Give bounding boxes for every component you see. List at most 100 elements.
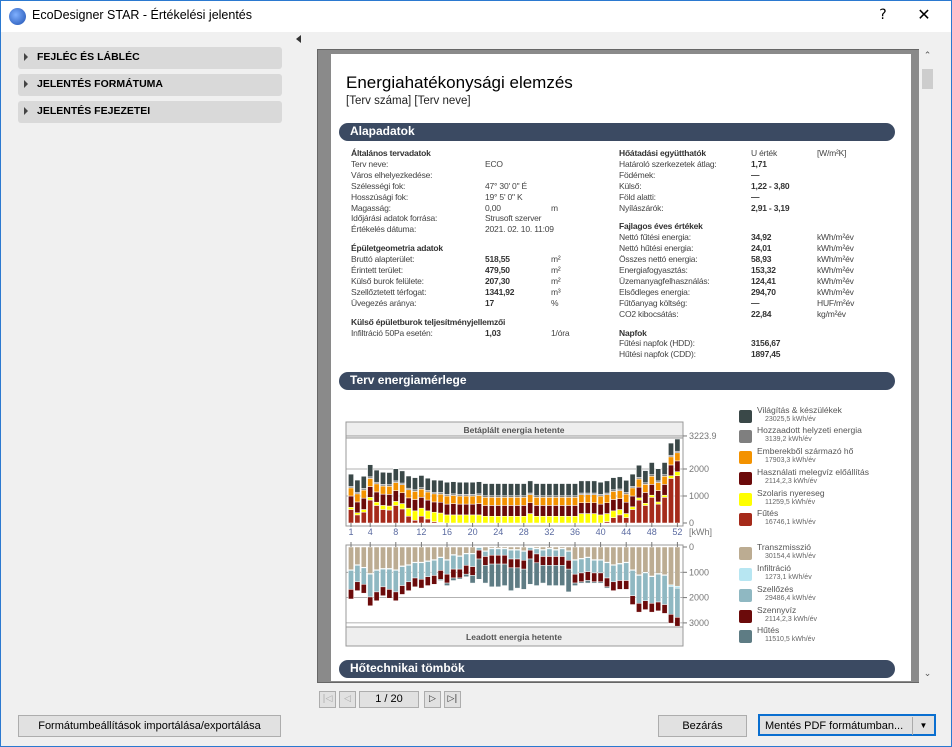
bar-segment xyxy=(437,579,444,581)
bar-segment xyxy=(488,548,495,556)
row-label: Fűtési napfok (HDD): xyxy=(619,338,695,349)
x-tick-label: 1 xyxy=(348,527,353,537)
bar-segment xyxy=(527,549,534,560)
bar-segment xyxy=(533,553,540,564)
accordion-header-footer[interactable]: FEJLÉC ÉS LÁBLÉC xyxy=(18,47,282,69)
page-indicator[interactable]: 1 / 20 xyxy=(359,691,419,708)
bar-segment xyxy=(431,479,438,493)
prev-page-button[interactable]: ◁ xyxy=(339,691,356,708)
y-tick-label: 0 xyxy=(689,542,694,552)
bar-segment xyxy=(367,573,374,598)
bar-segment xyxy=(527,502,534,514)
bar-segment xyxy=(450,554,457,570)
next-page-button[interactable]: ▷ xyxy=(424,691,441,708)
bar-segment xyxy=(533,497,540,506)
close-window-button[interactable]: ✕ xyxy=(917,5,931,24)
bar-segment xyxy=(360,476,367,489)
bar-segment xyxy=(655,573,662,603)
row-label: Üzemanyagfelhasználás: xyxy=(619,275,710,286)
first-page-button[interactable]: |◁ xyxy=(319,691,336,708)
column-heading: U érték xyxy=(751,148,777,158)
row-value: — xyxy=(751,191,760,202)
group-heading: Fajlagos éves értékek xyxy=(619,221,703,232)
bar-segment xyxy=(629,546,636,571)
bar-segment xyxy=(501,548,508,556)
bar-segment xyxy=(610,546,617,565)
bar-segment xyxy=(399,566,406,586)
bar-segment xyxy=(591,494,598,504)
bar-segment xyxy=(520,568,527,590)
row-value: — xyxy=(751,169,760,180)
bar-segment xyxy=(565,497,572,506)
bar-segment xyxy=(412,562,418,579)
bar-segment xyxy=(597,514,604,524)
y-tick-label: 3000 xyxy=(689,618,709,628)
bar-segment xyxy=(450,481,457,495)
bar-segment xyxy=(642,484,649,493)
bar-segment xyxy=(674,617,681,627)
bar-segment xyxy=(584,580,591,584)
bar-segment xyxy=(616,490,623,499)
bar-segment xyxy=(373,491,380,503)
scrollbar-thumb[interactable] xyxy=(922,69,933,89)
accordion-label: JELENTÉS FEJEZETEI xyxy=(37,105,151,117)
bar-segment xyxy=(604,480,610,494)
row-unit: m² xyxy=(551,275,561,286)
bar-segment xyxy=(648,476,655,485)
bar-segment xyxy=(424,499,431,512)
legend-swatch xyxy=(739,547,752,560)
bar-segment xyxy=(373,483,380,493)
row-value: 19° 5' 0" K xyxy=(485,191,523,202)
x-tick-label: 12 xyxy=(416,527,426,537)
row-unit: 1/óra xyxy=(551,327,570,338)
bar-segment xyxy=(610,510,617,518)
help-button[interactable]: ? xyxy=(879,7,887,23)
dropdown-arrow-icon[interactable]: ▼ xyxy=(912,717,934,735)
row-label: Üvegezés aránya: xyxy=(351,297,417,308)
bar-segment xyxy=(463,553,470,566)
import-export-button[interactable]: Formátumbeállítások importálása/exportál… xyxy=(18,715,281,737)
expand-icon xyxy=(24,80,28,88)
legend-swatch xyxy=(739,430,752,443)
bar-segment xyxy=(463,495,470,505)
bar-segment xyxy=(501,505,508,517)
bar-segment xyxy=(597,546,604,560)
bar-segment xyxy=(386,486,393,495)
vertical-scrollbar[interactable] xyxy=(919,49,936,683)
scroll-down-icon[interactable]: ⌄ xyxy=(923,669,932,679)
row-label: Szélességi fok: xyxy=(351,180,406,191)
row-value: 518,55 xyxy=(485,254,510,265)
row-label: Értékelés dátuma: xyxy=(351,224,417,235)
bar-segment xyxy=(591,546,598,560)
bar-segment xyxy=(661,484,668,496)
row-label: Terv neve: xyxy=(351,158,389,169)
save-pdf-button[interactable]: Mentés PDF formátumban... ▼ xyxy=(758,714,936,736)
bar-segment xyxy=(418,579,425,589)
bar-segment xyxy=(584,557,591,572)
bar-segment xyxy=(565,505,572,517)
bar-segment xyxy=(495,483,502,496)
accordion-report-chapters[interactable]: JELENTÉS FEJEZETEI xyxy=(18,101,282,123)
close-button[interactable]: Bezárás xyxy=(658,715,747,737)
bar-segment xyxy=(552,549,559,557)
scroll-up-icon[interactable]: ⌃ xyxy=(923,51,932,61)
bar-segment xyxy=(616,546,623,564)
bar-segment xyxy=(354,512,361,516)
bar-segment xyxy=(559,483,566,496)
bar-segment xyxy=(348,570,354,590)
section-basic-data: Alapadatok xyxy=(339,123,895,141)
bar-segment xyxy=(584,480,591,494)
title-bar xyxy=(1,1,951,32)
row-label: Magasság: xyxy=(351,202,391,213)
row-value: 1,03 xyxy=(485,327,501,338)
bar-segment xyxy=(360,546,367,568)
accordion-report-format[interactable]: JELENTÉS FORMÁTUMA xyxy=(18,74,282,96)
bar-segment xyxy=(604,502,610,514)
bar-segment xyxy=(501,483,508,496)
bar-segment xyxy=(623,513,630,518)
last-page-button[interactable]: ▷| xyxy=(444,691,461,708)
bar-segment xyxy=(572,546,578,560)
collapse-panel-icon[interactable] xyxy=(296,35,301,43)
bar-segment xyxy=(463,546,470,554)
row-value: 207,30 xyxy=(485,275,510,286)
